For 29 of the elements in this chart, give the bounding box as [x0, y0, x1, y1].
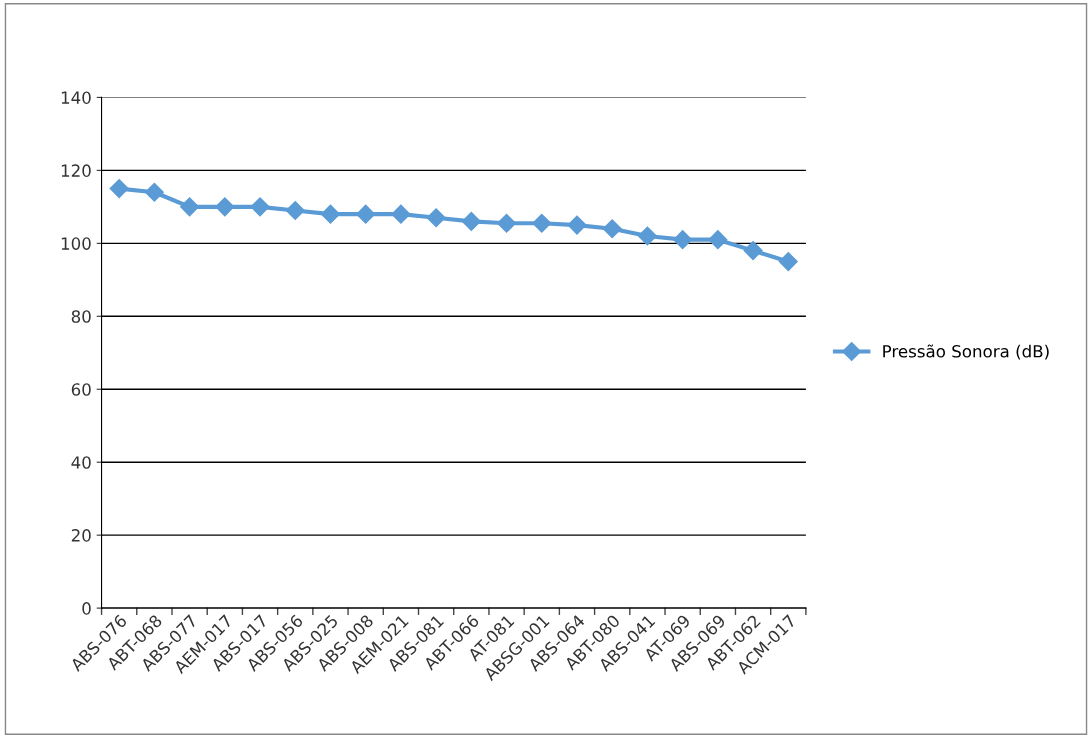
point [356, 204, 376, 224]
point [567, 215, 587, 235]
point [180, 197, 200, 217]
point [250, 197, 270, 217]
point [637, 226, 657, 246]
point [144, 182, 164, 202]
point [426, 208, 446, 228]
y-tick-label: 40 [71, 456, 91, 469]
point [285, 200, 305, 221]
point [461, 211, 481, 231]
y-tick-label: 80 [71, 310, 91, 323]
point [109, 179, 129, 199]
point [320, 204, 341, 224]
legend-label: Pressão Sonora (dB) [883, 344, 1049, 360]
y-tick-label: 20 [71, 529, 91, 542]
y-tick-label: 100 [61, 237, 91, 250]
point [708, 230, 728, 250]
point [673, 230, 693, 250]
y-tick-label: 60 [71, 383, 91, 396]
y-tick-label: 120 [61, 164, 91, 177]
point [497, 213, 517, 233]
y-tick-label: 140 [61, 91, 91, 104]
point [743, 241, 763, 261]
point [391, 204, 411, 224]
point [778, 252, 798, 272]
y-tick-label: 0 [82, 602, 91, 615]
point [532, 213, 552, 233]
point [602, 219, 622, 239]
point [215, 197, 235, 217]
